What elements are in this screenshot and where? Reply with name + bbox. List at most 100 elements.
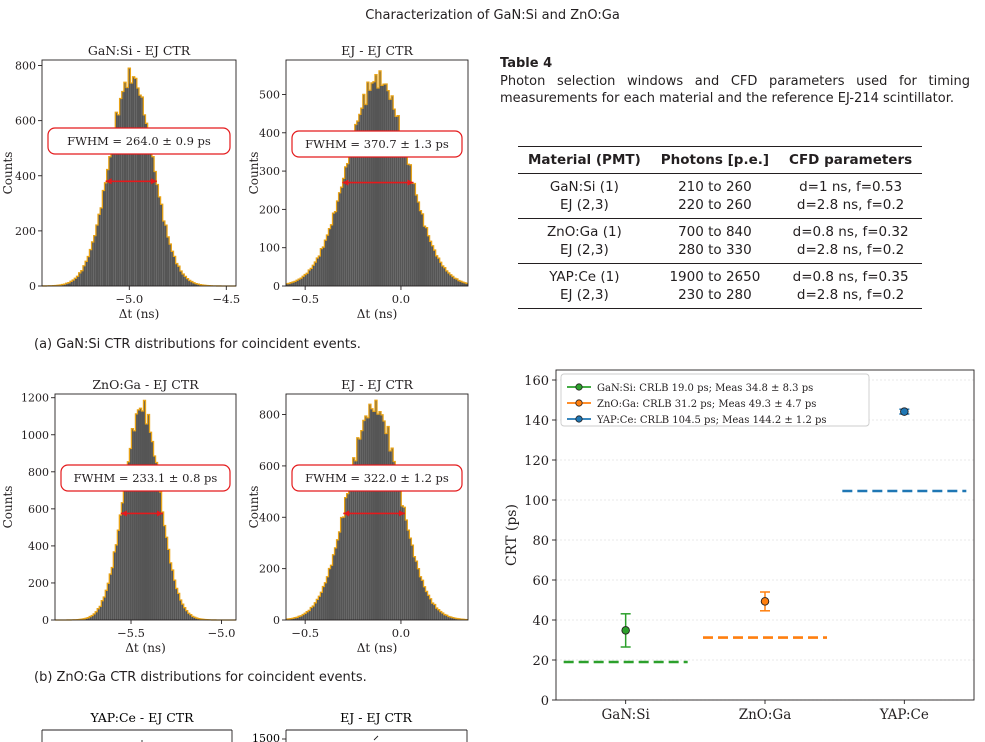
axes-frame	[54, 393, 237, 621]
y-tick-label: 0	[273, 614, 280, 627]
histogram-bar	[326, 576, 329, 620]
histogram-bar	[344, 497, 347, 620]
histogram-bar	[147, 129, 150, 286]
histogram-bar	[85, 618, 88, 620]
histogram-bar	[419, 576, 422, 620]
histogram-bar	[296, 617, 299, 620]
histogram-bar	[455, 618, 458, 620]
histogram-bar	[348, 482, 351, 620]
histogram-bar	[397, 115, 400, 286]
histogram-bar	[354, 460, 357, 620]
histogram-bar	[80, 270, 83, 286]
table-header-row: Material (PMT) Photons [p.e.] CFD parame…	[518, 146, 923, 174]
histogram-bar	[121, 502, 124, 620]
histogram-bar	[316, 599, 319, 620]
histogram-bar	[298, 616, 301, 620]
histogram-bar	[117, 530, 120, 620]
histogram-bar	[290, 618, 293, 620]
table-cell: d=0.8 ns, f=0.35	[792, 269, 909, 285]
histogram-bar	[104, 182, 107, 286]
x-tick-label: 0.0	[392, 292, 410, 306]
histogram-bar	[189, 614, 192, 620]
histogram-bar	[421, 213, 424, 286]
histogram-bar	[197, 284, 200, 286]
histogram-bar	[113, 138, 116, 286]
histogram-bar	[459, 281, 462, 286]
histogram-bar	[320, 248, 323, 286]
histogram-bar	[161, 511, 164, 620]
table-cell: EJ (2,3)	[518, 241, 651, 264]
histogram-bar	[352, 141, 355, 286]
histogram-bar	[133, 430, 136, 620]
histogram-bar	[389, 99, 392, 286]
histogram-bar	[387, 426, 390, 620]
histogram-bar	[342, 517, 345, 620]
y-tick-label: 0	[29, 280, 36, 293]
histogram-bar	[306, 273, 309, 286]
histogram-bar	[149, 432, 152, 620]
histogram-bar	[401, 135, 404, 286]
histogram-bar	[391, 95, 394, 286]
axes-frame	[285, 59, 469, 287]
histogram-bar	[109, 574, 112, 620]
histogram-bar	[302, 276, 305, 286]
histogram-bar	[78, 272, 81, 286]
histogram-bar	[405, 519, 408, 620]
table-row: YAP:Ce (1) 1900 to 2650 d=0.8 ns, f=0.35	[518, 264, 922, 287]
histogram-bar	[115, 112, 118, 286]
histogram-bar	[67, 282, 71, 286]
histogram-bar	[407, 164, 410, 286]
y-tick-label: 400	[15, 170, 36, 183]
panel-title: EJ - EJ CTR	[340, 710, 412, 725]
histogram-bar	[191, 616, 194, 620]
histogram-bar	[145, 123, 148, 287]
histogram-bar	[421, 580, 424, 620]
table-cell: d=1 ns, f=0.53	[799, 179, 903, 195]
histogram-bar	[403, 507, 406, 620]
histogram-bar	[381, 85, 384, 286]
histogram-bar	[372, 81, 375, 287]
histogram-bar	[190, 281, 193, 286]
histogram-bar	[348, 152, 351, 286]
y-tick-label: 200	[28, 577, 49, 590]
histogram-bar	[87, 617, 90, 620]
histogram-bar	[131, 428, 134, 620]
histogram-bar	[409, 164, 412, 286]
histogram-bar	[306, 611, 309, 620]
histogram-bar	[413, 183, 416, 286]
fwhm-arrowhead	[343, 510, 350, 517]
histogram-bar	[193, 617, 196, 620]
histogram-bar	[165, 537, 168, 620]
histogram-bar	[393, 109, 396, 287]
histogram-bar	[403, 143, 406, 286]
histogram-bar	[128, 68, 131, 286]
histogram-bar	[370, 82, 373, 286]
histogram-bar	[111, 567, 114, 620]
y-axis-label: CRT (ps)	[504, 504, 520, 566]
histogram-bar	[385, 84, 388, 287]
histogram-bar	[453, 618, 456, 620]
histogram-bar	[158, 196, 161, 286]
histogram-bar	[156, 184, 159, 286]
histogram-bar	[461, 282, 464, 286]
fwhm-box	[291, 464, 463, 492]
histogram-bar	[330, 224, 333, 286]
histogram-bar	[160, 204, 163, 286]
legend-box	[560, 373, 870, 427]
histogram-bar	[364, 104, 367, 286]
histogram-bar	[391, 448, 394, 620]
histogram-bars	[286, 70, 468, 287]
histogram-bar	[451, 276, 454, 286]
x-axis-label: Δt (ns)	[119, 307, 160, 321]
histogram-bar	[368, 404, 371, 620]
fwhm-arrowhead	[156, 510, 163, 517]
crt-chart: 0 20 40 60 80 100 120 140 160 GaN:Si ZnO:Ga YAP:Ce C…	[494, 362, 984, 742]
table-row: ZnO:Ga (1) 700 to 840 d=0.8 ns, f=0.32	[518, 219, 922, 242]
histogram-bar	[358, 114, 361, 286]
histogram-bar	[294, 617, 297, 620]
histogram-bar	[439, 262, 442, 286]
histogram-bar	[401, 505, 404, 620]
histogram-bar	[288, 283, 291, 286]
histogram-bar	[346, 163, 349, 286]
histogram-bar	[435, 608, 438, 620]
